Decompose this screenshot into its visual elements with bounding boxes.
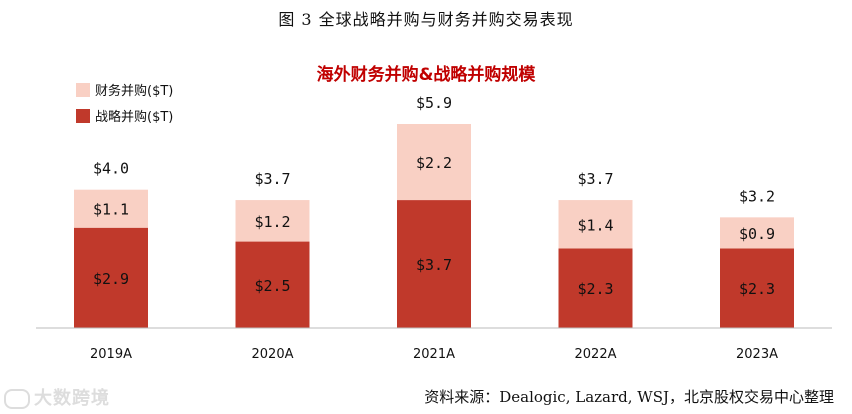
bar-strategic-2021A bbox=[397, 200, 471, 328]
bar-strategic-2019A bbox=[74, 227, 148, 328]
data-label-financial-2020A: $1.2 bbox=[254, 213, 290, 231]
data-label-strategic-2023A: $2.3 bbox=[739, 280, 775, 298]
legend: 财务并购($T) 战略并购($T) bbox=[76, 83, 173, 125]
chart-title: 海外财务并购&战略并购规模 bbox=[317, 64, 537, 85]
total-label-2019A: $4.0 bbox=[93, 160, 129, 178]
bar-strategic-2020A bbox=[235, 241, 310, 328]
x-tick-labels: 2019A 2020A 2021A 2022A 2023A bbox=[90, 347, 778, 362]
total-label-2021A: $5.9 bbox=[416, 94, 452, 112]
bars-group: $2.9 $1.1 $4.0 $2.5 $1.2 $3.7 $3.7 $2.2 $5.9 $2.3… bbox=[74, 94, 794, 328]
x-tick-2022A: 2022A bbox=[575, 347, 617, 362]
source-note: 资料来源：Dealogic, Lazard, WSJ，北京股权交易中心整理 bbox=[424, 388, 834, 406]
total-label-2023A: $3.2 bbox=[739, 187, 775, 205]
data-label-strategic-2020A: $2.5 bbox=[254, 277, 290, 295]
data-label-financial-2019A: $1.1 bbox=[93, 201, 129, 219]
bar-financial-2020A bbox=[235, 200, 310, 242]
data-label-strategic-2021A: $3.7 bbox=[416, 256, 452, 274]
bar-strategic-2023A bbox=[720, 248, 794, 328]
watermark-text: 大数跨境 bbox=[34, 388, 110, 409]
x-tick-2020A: 2020A bbox=[252, 347, 294, 362]
watermark-icon bbox=[4, 389, 30, 409]
data-label-financial-2022A: $1.4 bbox=[577, 216, 613, 234]
bar-strategic-2022A bbox=[558, 248, 633, 328]
x-tick-2019A: 2019A bbox=[90, 347, 132, 362]
data-label-financial-2021A: $2.2 bbox=[416, 154, 452, 172]
data-label-strategic-2019A: $2.9 bbox=[93, 270, 129, 288]
bar-financial-2023A bbox=[720, 217, 794, 249]
legend-swatch-1 bbox=[76, 109, 90, 123]
total-label-2022A: $3.7 bbox=[577, 170, 613, 188]
legend-label-1: 战略并购($T) bbox=[95, 109, 173, 125]
watermark-logo: 大数跨境 bbox=[4, 384, 110, 410]
bar-financial-2021A bbox=[397, 124, 471, 201]
figure-caption: 图 3 全球战略并购与财务并购交易表现 bbox=[278, 10, 574, 29]
x-tick-2021A: 2021A bbox=[413, 347, 455, 362]
bar-financial-2019A bbox=[74, 189, 148, 228]
stacked-bar-chart: 海外财务并购&战略并购规模 财务并购($T)战略并购($T) $2.9$1.1$… bbox=[36, 64, 832, 362]
bar-financial-2022A bbox=[558, 200, 633, 249]
data-label-financial-2023A: $0.9 bbox=[739, 225, 775, 243]
total-label-2020A: $3.7 bbox=[254, 170, 290, 188]
data-label-strategic-2022A: $2.3 bbox=[577, 280, 613, 298]
legend-label-0: 财务并购($T) bbox=[95, 83, 173, 99]
x-tick-2023A: 2023A bbox=[736, 347, 778, 362]
legend-swatch-0 bbox=[76, 83, 90, 97]
